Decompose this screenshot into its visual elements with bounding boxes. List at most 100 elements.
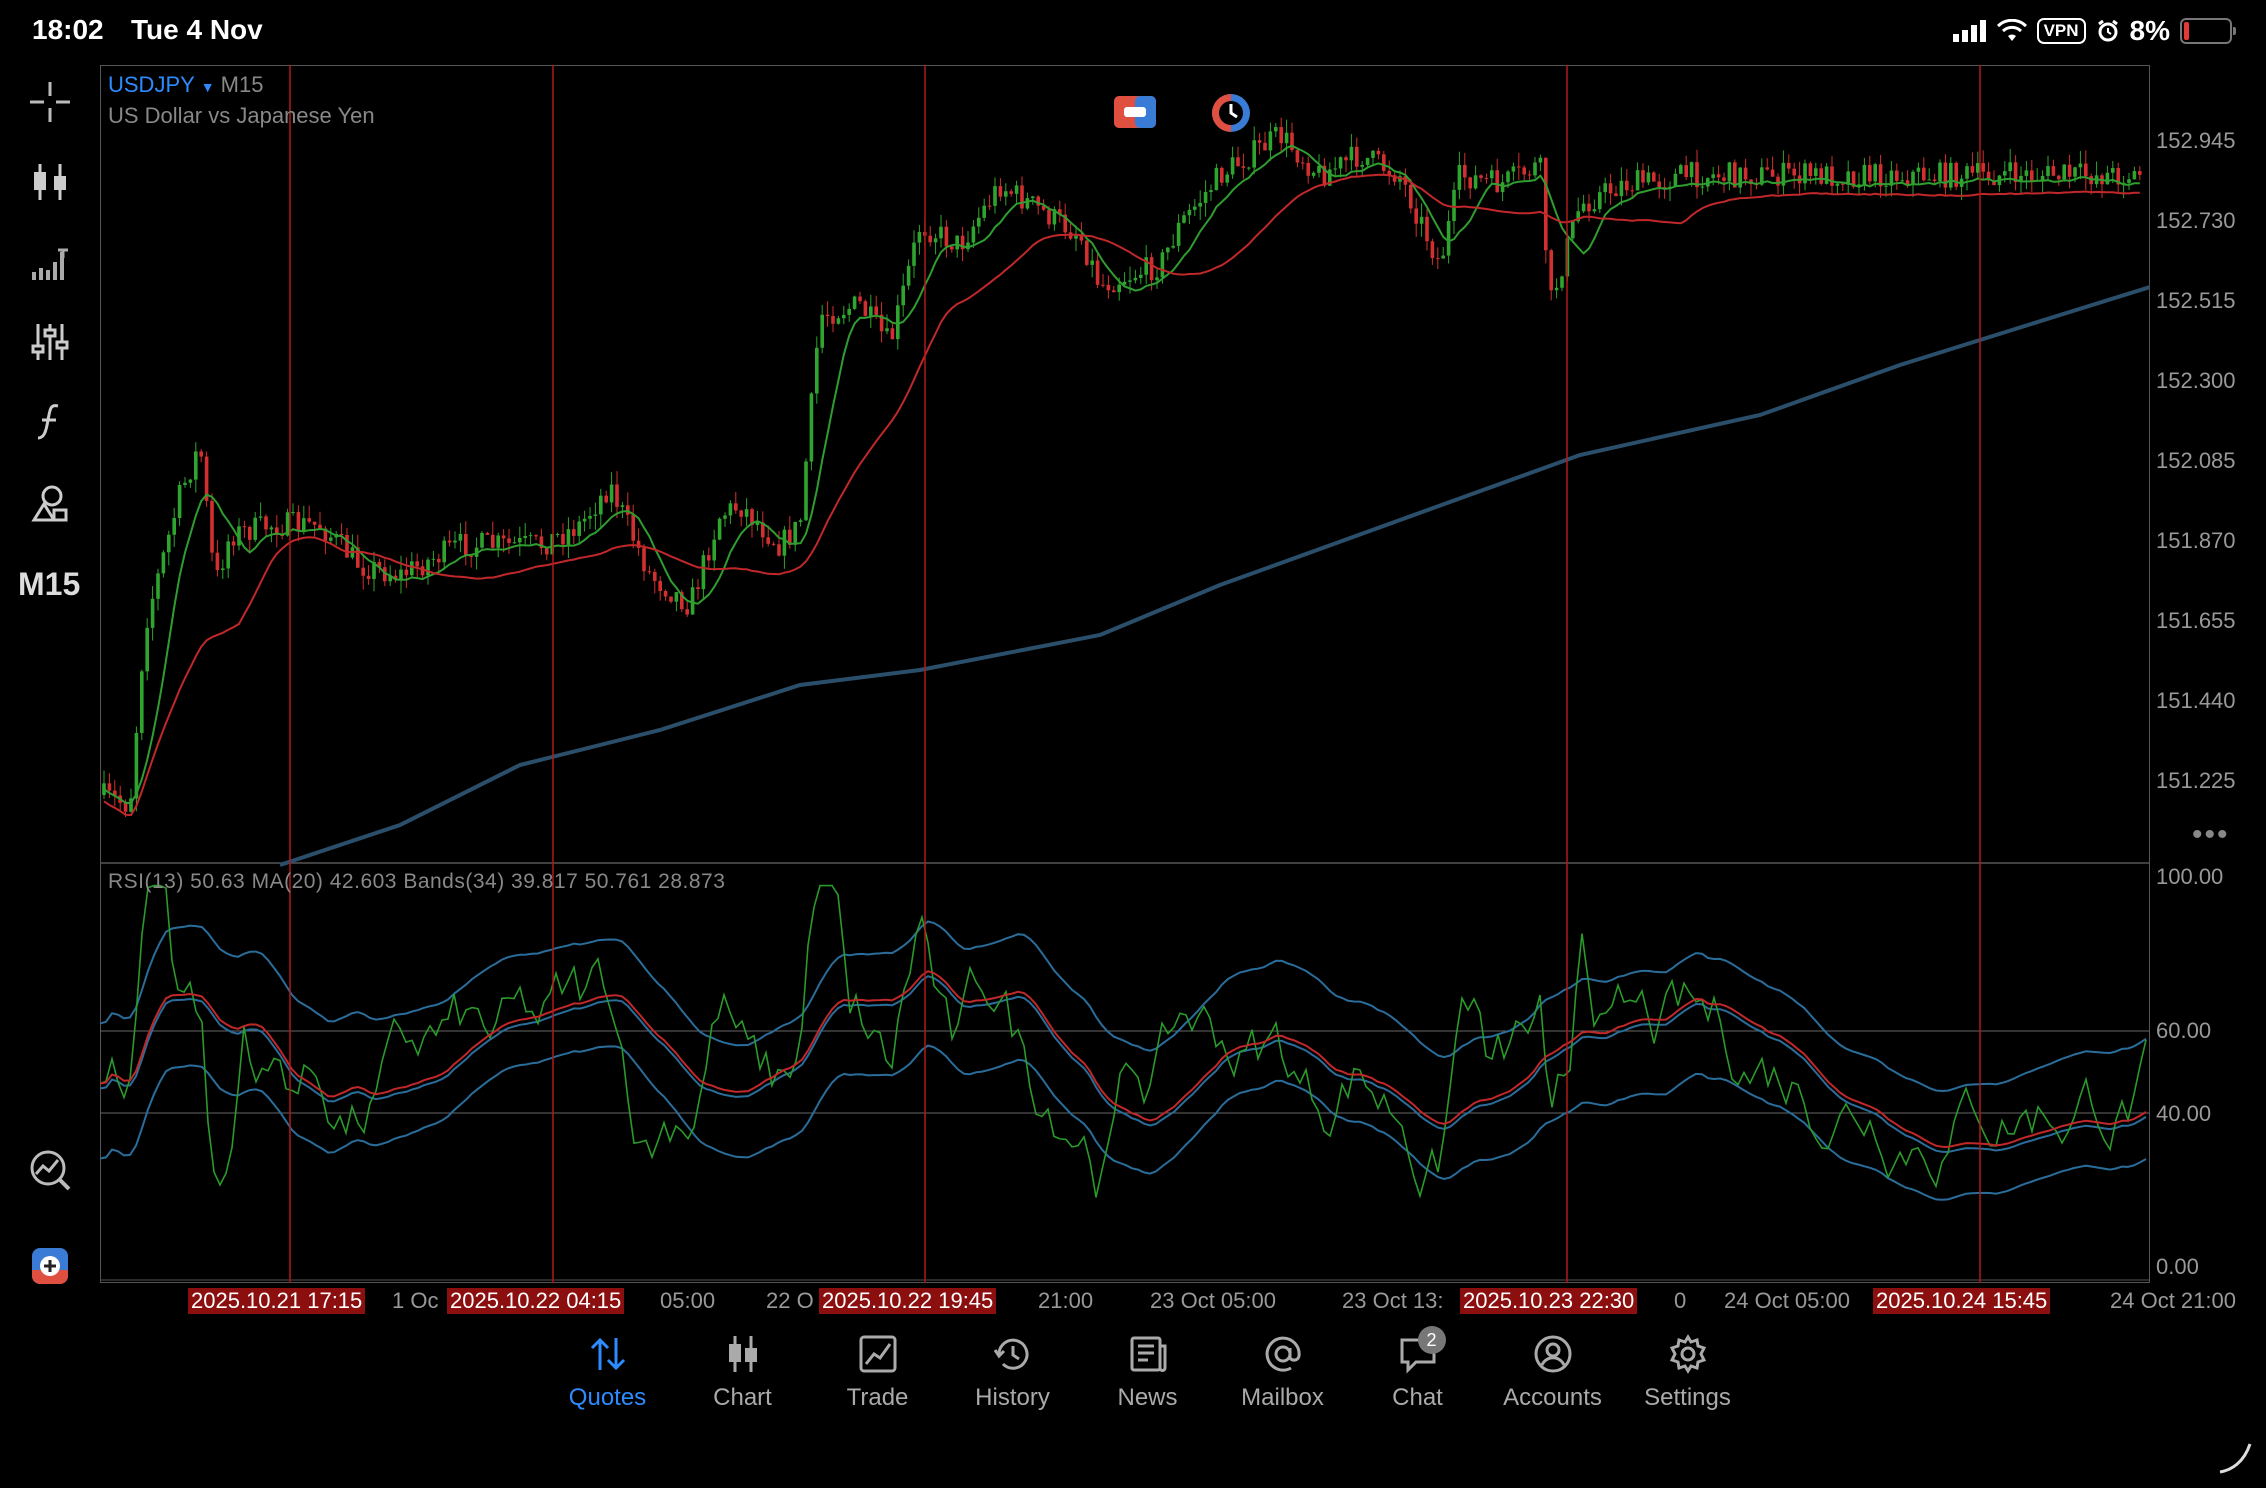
candle-body xyxy=(1144,257,1148,275)
candle-body xyxy=(1949,162,1953,188)
candle-body xyxy=(415,561,419,567)
alarm-icon xyxy=(2097,19,2118,42)
candle-body xyxy=(647,571,652,573)
candle-body xyxy=(2008,162,2012,172)
candle-body xyxy=(507,538,511,543)
candle-body xyxy=(420,566,425,576)
candle-body xyxy=(1468,177,1472,189)
nav-mailbox[interactable]: Mailbox xyxy=(1215,1332,1350,1412)
candle-body xyxy=(134,732,139,799)
more-options-icon[interactable]: ••• xyxy=(2192,818,2230,851)
candle-body xyxy=(2138,171,2142,175)
analytics-icon[interactable] xyxy=(22,1142,78,1198)
candle-body xyxy=(226,541,230,569)
candle-body xyxy=(474,547,479,557)
candle-body xyxy=(1203,192,1208,203)
nav-chart[interactable]: Chart xyxy=(675,1332,810,1412)
rsi-level-label: 0.00 xyxy=(2156,1254,2199,1279)
candle-body xyxy=(566,529,571,545)
candle-body xyxy=(615,484,619,507)
candle-body xyxy=(264,516,268,530)
candle-body xyxy=(620,505,625,507)
candle-body xyxy=(1884,185,1888,187)
candle-body xyxy=(1365,157,1370,165)
chat-icon: 2 xyxy=(1396,1326,1446,1376)
candle-body xyxy=(404,569,409,576)
candle-body xyxy=(1311,172,1316,176)
candle-body xyxy=(1581,203,1586,212)
vline-tag[interactable]: 2025.10.24 15:45 xyxy=(1873,1288,2051,1314)
candle-body xyxy=(1727,162,1732,181)
battery-icon xyxy=(2180,18,2236,44)
candle-body xyxy=(1074,235,1078,239)
candle-body xyxy=(442,540,446,563)
candle-body xyxy=(2111,168,2115,173)
status-time: 18:02 xyxy=(32,14,104,45)
nav-settings[interactable]: Settings xyxy=(1620,1332,1755,1412)
candle-body xyxy=(1943,162,1948,188)
history-icon xyxy=(991,1332,1035,1376)
candle-body xyxy=(1965,166,1969,179)
time-label: 0 xyxy=(1674,1288,1687,1313)
candle-body xyxy=(1193,206,1197,210)
candle-body xyxy=(1036,196,1040,206)
candle-body xyxy=(701,555,706,590)
candle-body xyxy=(269,527,274,530)
candle-body xyxy=(1301,162,1305,164)
candle-body xyxy=(1230,157,1235,175)
candle-body xyxy=(1371,150,1375,158)
symbol-name[interactable]: USDJPY xyxy=(108,72,195,97)
candle-body xyxy=(1414,208,1418,224)
resize-handle-icon[interactable] xyxy=(2218,1440,2252,1479)
vline-tag[interactable]: 2025.10.23 22:30 xyxy=(1460,1288,1638,1314)
market-watch-clock-icon[interactable] xyxy=(1210,92,1252,139)
candle-body xyxy=(172,518,176,535)
nav-accounts[interactable]: Accounts xyxy=(1485,1332,1620,1412)
one-click-trading-icon[interactable] xyxy=(1114,96,1156,133)
nav-news[interactable]: News xyxy=(1080,1332,1215,1412)
vline-tag[interactable]: 2025.10.22 04:15 xyxy=(447,1288,625,1314)
candle-body xyxy=(469,555,473,557)
nav-chat[interactable]: 2 Chat xyxy=(1350,1326,1485,1412)
crosshair-icon[interactable] xyxy=(22,74,78,130)
price-chart[interactable] xyxy=(100,65,2150,1283)
candle-body xyxy=(831,316,835,324)
candle-body xyxy=(1295,150,1300,163)
candle-body xyxy=(1722,177,1726,181)
rsi-ma-line xyxy=(100,970,2147,1149)
candle-body xyxy=(1571,221,1575,239)
indicators-settings-icon[interactable] xyxy=(22,314,78,370)
function-icon[interactable] xyxy=(22,394,78,450)
candle-body xyxy=(858,296,862,302)
candle-body xyxy=(1484,177,1489,179)
candle-body xyxy=(1117,284,1121,293)
candle-body xyxy=(177,485,182,519)
timeframe-selector[interactable]: M15 xyxy=(18,566,81,602)
add-chart-icon[interactable] xyxy=(22,1238,78,1294)
candle-body xyxy=(1598,192,1602,210)
vline-tag[interactable]: 2025.10.21 17:15 xyxy=(188,1288,366,1314)
candle-body xyxy=(1846,171,1850,185)
candle-body xyxy=(1214,167,1219,191)
nav-quotes[interactable]: Quotes xyxy=(540,1332,675,1412)
candle-body xyxy=(496,535,500,548)
symbol-dropdown-icon[interactable]: ▼ xyxy=(200,79,215,95)
objects-icon[interactable] xyxy=(22,474,78,530)
symbol-header[interactable]: USDJPY ▼ M15 xyxy=(108,72,263,98)
candle-body xyxy=(588,515,592,519)
candle-body xyxy=(782,529,787,556)
candlestick-type-icon[interactable] xyxy=(22,154,78,210)
candle-body xyxy=(156,573,160,599)
news-icon xyxy=(1126,1332,1170,1376)
candle-body xyxy=(453,540,457,543)
bar-volume-icon[interactable] xyxy=(22,236,78,292)
candle-body xyxy=(140,671,144,733)
candle-body xyxy=(577,521,581,536)
candle-body xyxy=(1290,132,1294,151)
candle-body xyxy=(1382,154,1386,171)
vline-tag[interactable]: 2025.10.22 19:45 xyxy=(819,1288,997,1314)
candle-body xyxy=(2132,171,2137,180)
nav-trade[interactable]: Trade xyxy=(810,1332,945,1412)
candle-body xyxy=(528,535,533,537)
nav-history[interactable]: History xyxy=(945,1332,1080,1412)
